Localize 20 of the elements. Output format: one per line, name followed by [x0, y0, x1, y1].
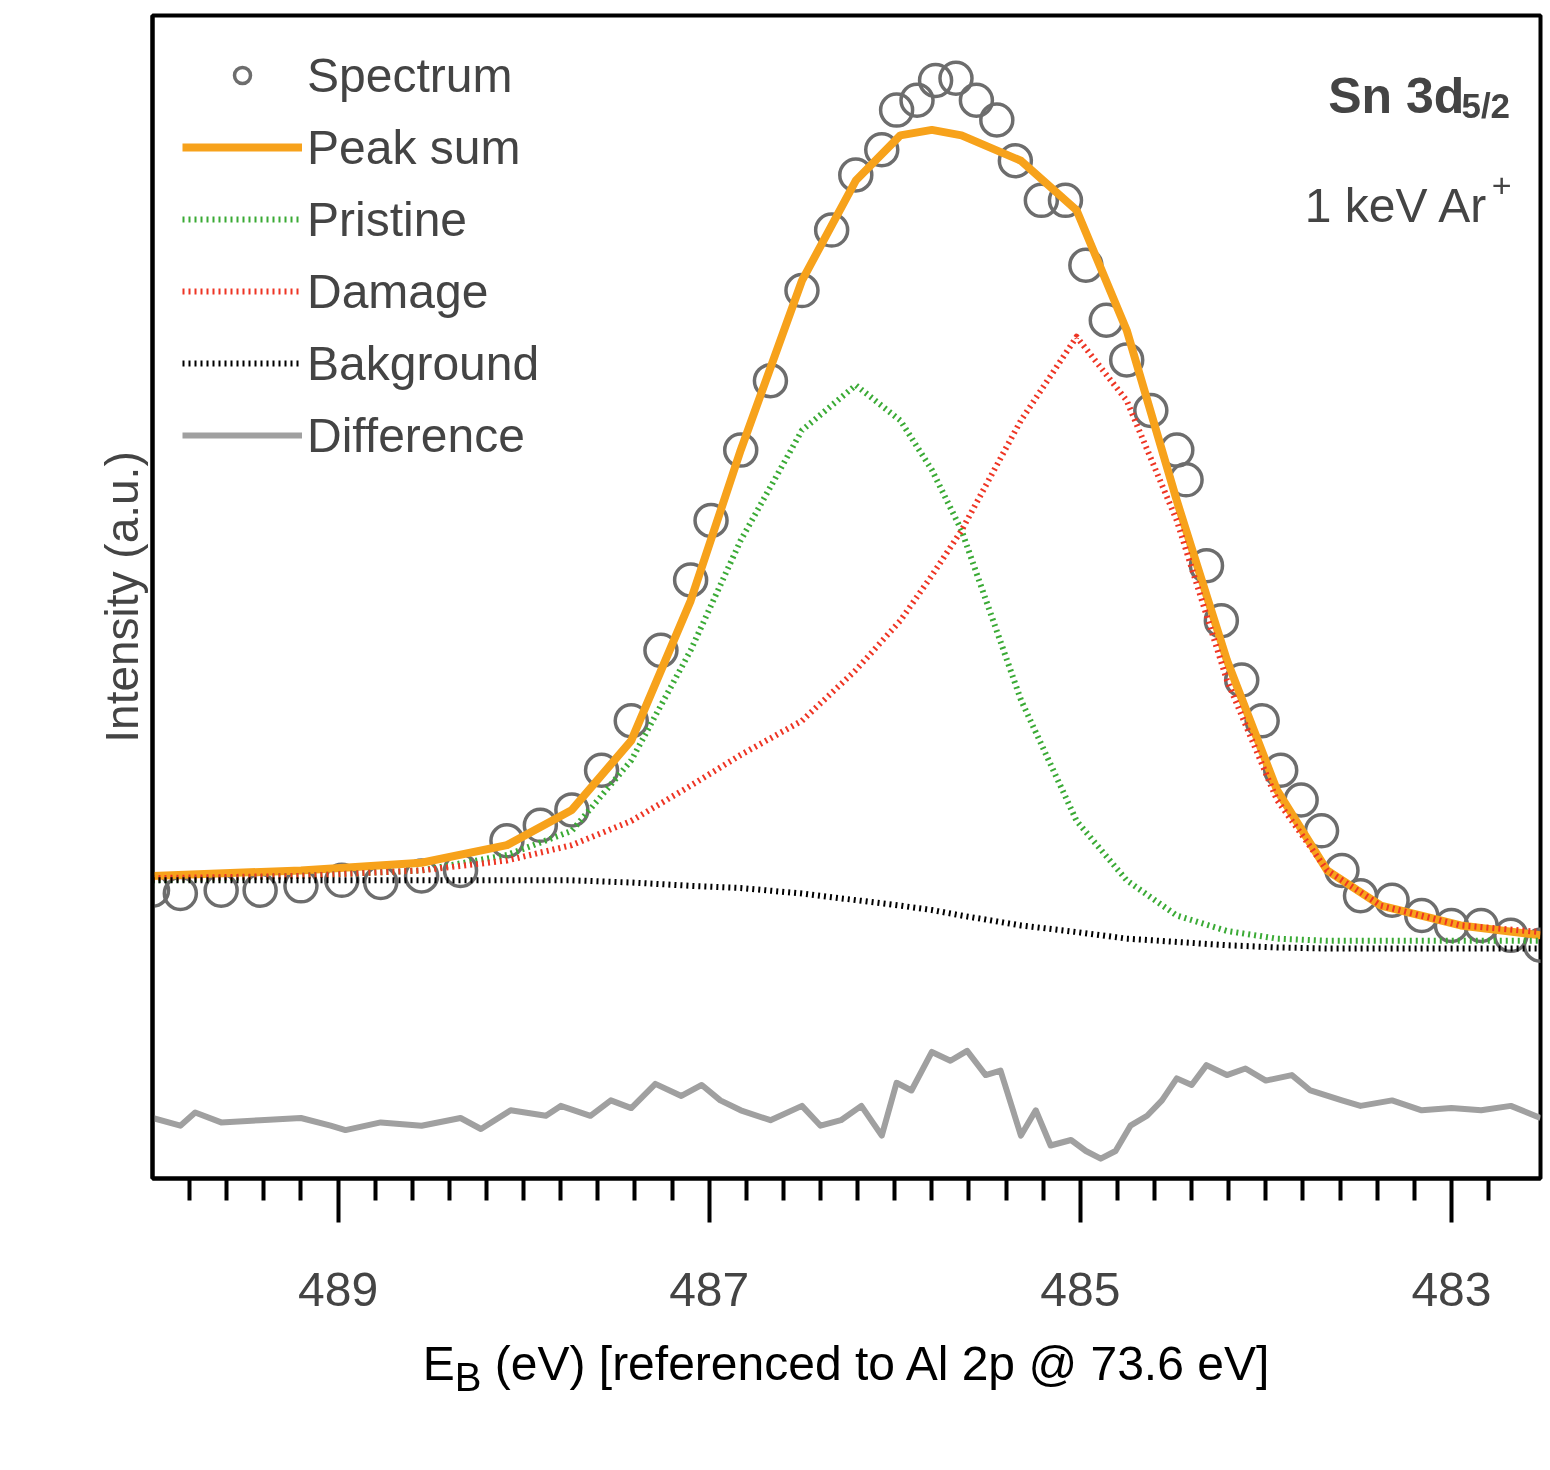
x-tick-label: 485: [1040, 1262, 1121, 1316]
point: [958, 82, 995, 118]
x-tick-label: 489: [298, 1262, 379, 1316]
legend-label: Pristine: [307, 191, 468, 248]
legend-label: Spectrum: [307, 47, 513, 104]
point: [899, 82, 935, 118]
point: [979, 102, 1015, 138]
point: [917, 62, 954, 99]
legend-label: Damage: [307, 263, 489, 320]
x-axis-title: E$_{B}$ (eV) [referenced to Al 2p @ 73.6 eV]: [422, 1336, 1270, 1401]
legend-label: Peak sum: [307, 119, 521, 176]
legend-label: Difference: [307, 407, 525, 464]
x-tick-label: 487: [669, 1262, 750, 1316]
x-tick-label: 483: [1411, 1262, 1492, 1316]
point: [938, 60, 974, 96]
point: [878, 92, 915, 128]
y-axis-title: Intensity (a.u.): [95, 451, 148, 743]
legend-label: Bakground: [307, 335, 540, 392]
annotation: Sn 3d5/2: [1328, 67, 1511, 125]
annotation: 1 keV Ar+: [1304, 166, 1512, 232]
